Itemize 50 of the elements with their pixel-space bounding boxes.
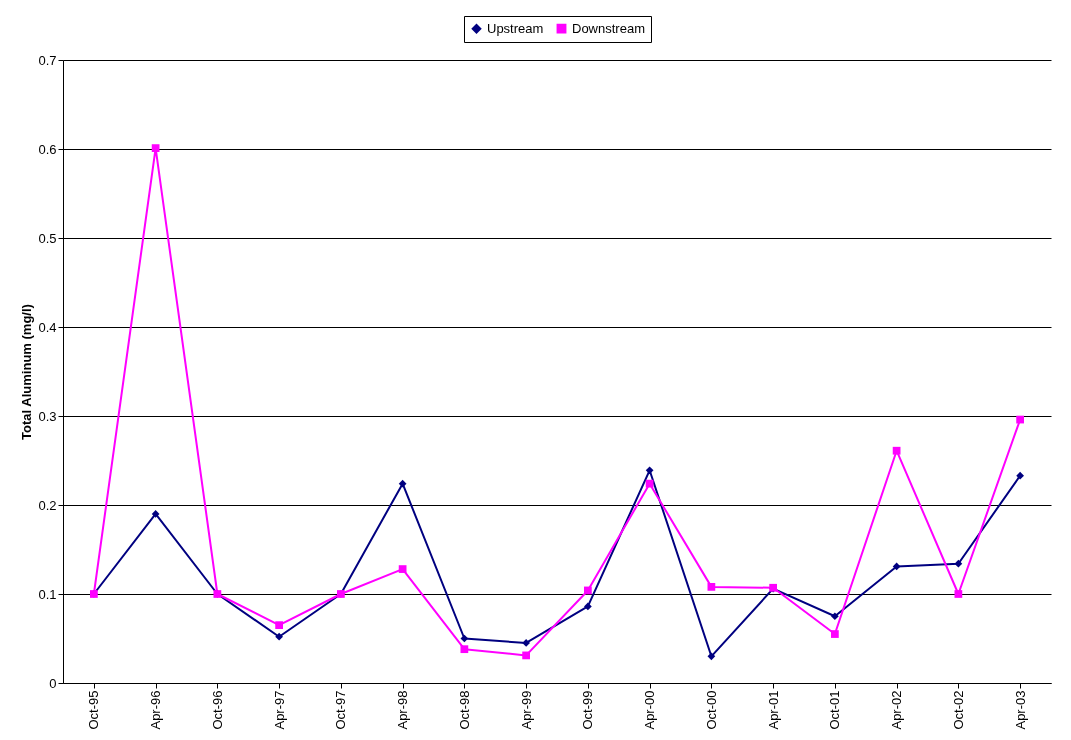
point — [1016, 415, 1024, 424]
x-tick-label: Apr-96 — [148, 690, 164, 730]
point — [275, 632, 283, 641]
x-tick-label: Oct-02 — [950, 690, 966, 730]
legend-label: Downstream — [572, 20, 645, 36]
point — [645, 479, 654, 488]
y-tick-label: 0 — [49, 675, 57, 691]
x-tick-label: Apr-02 — [889, 690, 905, 730]
y-tick-label: 0.1 — [38, 586, 57, 602]
x-tick-label: Oct-99 — [580, 690, 596, 730]
legend-label: Upstream — [487, 20, 544, 36]
point — [892, 446, 901, 455]
x-tick-label: Oct-01 — [827, 690, 843, 730]
y-tick-label: 0.4 — [38, 319, 57, 335]
point — [584, 586, 592, 595]
x-tick-label: Oct-97 — [333, 690, 349, 730]
x-tick-label: Apr-03 — [1012, 690, 1028, 730]
y-tick-label: 0.2 — [38, 497, 57, 513]
point — [398, 565, 407, 573]
point — [954, 559, 963, 568]
point — [707, 652, 716, 661]
point — [460, 645, 469, 654]
point — [275, 621, 283, 630]
x-tick-label: Oct-98 — [456, 690, 472, 730]
point — [707, 583, 716, 591]
x-tick-label: Apr-97 — [271, 690, 287, 730]
point — [151, 144, 160, 152]
point — [831, 612, 839, 621]
y-tick-label: 0.7 — [38, 52, 57, 68]
x-tick-label: Apr-99 — [518, 690, 534, 730]
x-tick-label: Apr-01 — [765, 690, 781, 730]
x-tick-label: Apr-98 — [395, 690, 411, 730]
x-tick-label: Oct-00 — [703, 690, 719, 730]
y-tick-label: 0.6 — [38, 141, 57, 157]
point — [522, 651, 530, 660]
y-axis-title: Total Aluminum (mg/l) — [19, 304, 35, 440]
point — [831, 630, 839, 638]
point — [584, 602, 592, 611]
point — [954, 590, 963, 598]
x-tick-label: Apr-00 — [642, 690, 658, 730]
point — [892, 562, 901, 571]
x-tick-label: Oct-95 — [86, 690, 102, 730]
point — [522, 639, 530, 647]
point — [151, 510, 160, 518]
y-tick-label: 0.5 — [38, 230, 57, 246]
point — [398, 479, 407, 488]
y-tick-label: 0.3 — [38, 408, 57, 424]
point — [1016, 471, 1024, 480]
x-tick-label: Oct-96 — [209, 690, 225, 730]
point — [645, 466, 654, 475]
